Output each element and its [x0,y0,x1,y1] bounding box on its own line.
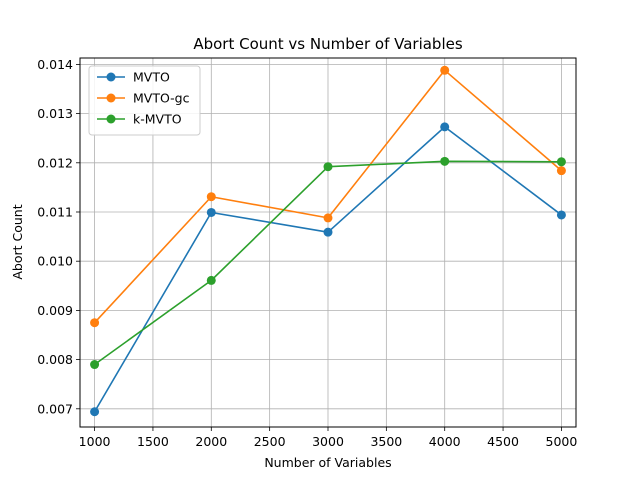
data-point [90,407,100,417]
y-tick-label: 0.014 [37,57,73,72]
data-point [440,122,450,132]
data-point [323,162,333,172]
x-tick-label: 1500 [137,434,169,449]
x-tick-label: 4500 [487,434,519,449]
data-point [556,210,566,220]
legend-label: MVTO-gc [133,91,190,106]
data-point [206,192,216,202]
legend-label: k-MVTO [133,112,182,127]
x-tick-label: 2000 [195,434,227,449]
x-tick-label: 3000 [312,434,344,449]
x-tick-label: 5000 [546,434,578,449]
legend-swatch-marker [106,114,116,124]
legend-swatch-marker [106,93,116,103]
x-tick-label: 4000 [429,434,461,449]
x-axis-label: Number of Variables [264,455,391,470]
legend-label: MVTO [133,70,170,85]
data-point [90,318,100,328]
y-tick-label: 0.007 [37,401,73,416]
data-point [440,156,450,166]
x-tick-label: 1000 [79,434,111,449]
data-point [206,207,216,217]
x-tick-label: 2500 [254,434,286,449]
series-0 [90,122,566,417]
legend: MVTO MVTO-gc k-MVTO [88,65,201,136]
chart-title: Abort Count vs Number of Variables [193,35,463,53]
data-point [323,227,333,237]
data-point [556,157,566,167]
x-tick-label: 3500 [370,434,402,449]
y-tick-label: 0.011 [37,204,73,219]
data-point [90,360,100,370]
data-point [323,213,333,223]
legend-box [88,65,201,136]
series-lines [90,65,566,417]
series-2 [90,156,566,370]
y-tick-label: 0.013 [37,106,73,121]
y-tick-label: 0.010 [37,254,73,269]
data-point [440,65,450,75]
series-1 [90,65,566,328]
y-axis-label: Abort Count [10,204,25,279]
y-tick-label: 0.009 [37,303,73,318]
legend-swatch-marker [106,72,116,82]
y-tick-label: 0.012 [37,155,73,170]
data-point [206,275,216,285]
data-point [556,166,566,176]
axis-ticks: 1000 1500 2000 2500 3000 3500 4000 4500 5000 0.00… [37,57,577,449]
y-tick-label: 0.008 [37,352,73,367]
